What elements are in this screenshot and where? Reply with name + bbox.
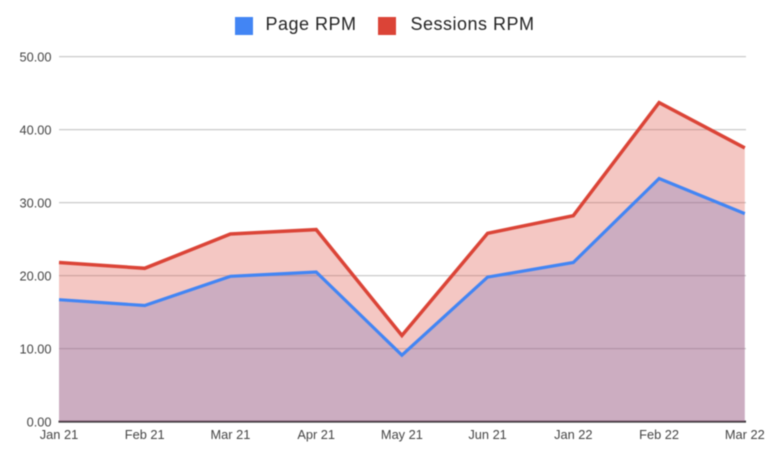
svg-text:0.00: 0.00 [27, 414, 52, 429]
svg-text:Feb 22: Feb 22 [639, 427, 679, 442]
svg-text:30.00: 30.00 [19, 195, 51, 210]
svg-text:10.00: 10.00 [19, 341, 51, 356]
svg-text:Jun 21: Jun 21 [468, 427, 506, 442]
svg-text:Sessions RPM: Sessions RPM [411, 14, 535, 34]
svg-text:50.00: 50.00 [19, 49, 51, 64]
svg-text:Apr 21: Apr 21 [297, 427, 335, 442]
svg-text:Feb 21: Feb 21 [125, 427, 165, 442]
svg-text:Page RPM: Page RPM [266, 14, 357, 34]
svg-text:Mar 22: Mar 22 [725, 427, 765, 442]
svg-text:May 21: May 21 [381, 427, 423, 442]
svg-text:20.00: 20.00 [19, 268, 51, 283]
svg-text:Jan 21: Jan 21 [40, 427, 78, 442]
svg-text:Jan 22: Jan 22 [554, 427, 592, 442]
svg-text:Mar 21: Mar 21 [210, 427, 250, 442]
svg-text:40.00: 40.00 [19, 122, 51, 137]
